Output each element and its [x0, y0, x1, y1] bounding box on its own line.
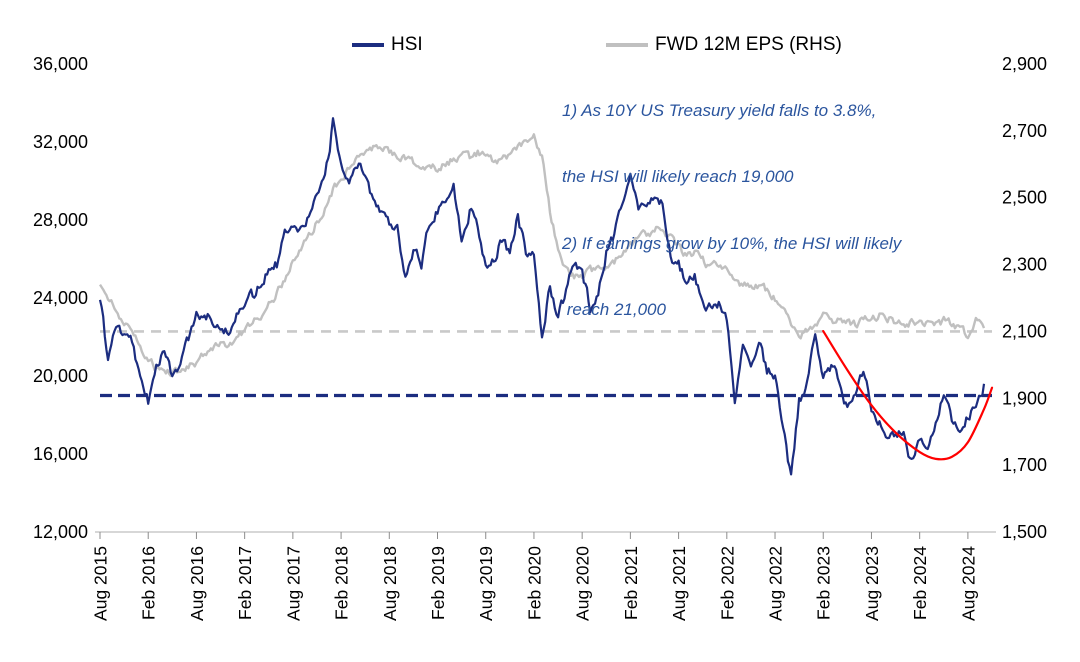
projection-curve: [822, 330, 994, 461]
x-axis-tick-label: Feb 2018: [332, 546, 352, 620]
right-axis-tick-label: 2,900: [1002, 54, 1047, 74]
legend-label-eps: FWD 12M EPS (RHS): [655, 34, 842, 55]
hsi-line-swatch: [352, 43, 384, 47]
legend-item-eps: FWD 12M EPS (RHS): [606, 33, 842, 57]
x-axis-tick-label: Feb 2019: [428, 546, 448, 620]
legend-item-hsi: HSI: [352, 33, 423, 57]
right-axis-tick-label: 2,700: [1002, 121, 1047, 141]
right-axis-tick-label: 1,900: [1002, 388, 1047, 408]
right-axis-tick-label: 1,500: [1002, 522, 1047, 542]
x-axis-tick-label: Aug 2017: [283, 546, 303, 621]
left-axis-tick-label: 12,000: [33, 522, 88, 542]
left-axis-tick-label: 32,000: [33, 132, 88, 152]
x-axis-tick-label: Feb 2021: [621, 546, 641, 620]
x-axis-tick-label: Aug 2016: [187, 546, 207, 621]
eps-line: [98, 133, 986, 378]
x-axis-tick-label: Feb 2022: [717, 546, 737, 620]
x-axis-tick-label: Feb 2023: [814, 546, 834, 620]
x-axis-tick-label: Aug 2024: [958, 546, 978, 621]
eps-line-swatch: [606, 43, 648, 47]
hsi-line: [98, 117, 986, 476]
left-axis-tick-label: 16,000: [33, 444, 88, 464]
left-axis-tick-label: 24,000: [33, 288, 88, 308]
x-axis-tick-label: Feb 2024: [910, 546, 930, 620]
right-axis-tick-label: 2,500: [1002, 188, 1047, 208]
right-axis-tick-label: 1,700: [1002, 455, 1047, 475]
x-axis-tick-label: Aug 2022: [766, 546, 786, 621]
x-axis-tick-label: Feb 2016: [139, 546, 159, 620]
x-axis-tick-label: Aug 2018: [380, 546, 400, 621]
x-axis-tick-label: Aug 2021: [669, 546, 689, 621]
x-axis-tick-label: Aug 2019: [476, 546, 496, 621]
right-axis-tick-label: 2,100: [1002, 321, 1047, 341]
x-axis-tick-label: Aug 2023: [862, 546, 882, 621]
x-axis-tick-label: Aug 2015: [91, 546, 111, 621]
left-axis-tick-label: 36,000: [33, 54, 88, 74]
x-axis-tick-label: Feb 2020: [524, 546, 544, 620]
legend-label-hsi: HSI: [391, 34, 423, 55]
right-axis-tick-label: 2,300: [1002, 255, 1047, 275]
left-axis-tick-label: 20,000: [33, 366, 88, 386]
left-axis-tick-label: 28,000: [33, 210, 88, 230]
x-axis-tick-label: Aug 2020: [573, 546, 593, 621]
x-axis-tick-label: Feb 2017: [235, 546, 255, 620]
